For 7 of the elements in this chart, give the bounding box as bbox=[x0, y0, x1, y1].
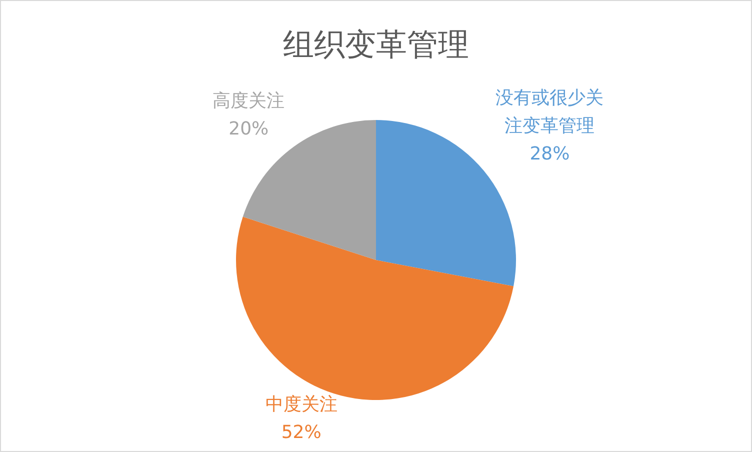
slice-label: 中度关注 bbox=[265, 394, 338, 416]
data-label: 28% bbox=[530, 143, 570, 164]
slice-label: 没有或很少关注变革管理 bbox=[496, 87, 604, 136]
slice-label: 高度关注 bbox=[212, 90, 285, 112]
data-label: 20% bbox=[228, 118, 269, 140]
data-label: 52% bbox=[281, 422, 322, 444]
chart-title: 组织变革管理 bbox=[283, 27, 469, 63]
